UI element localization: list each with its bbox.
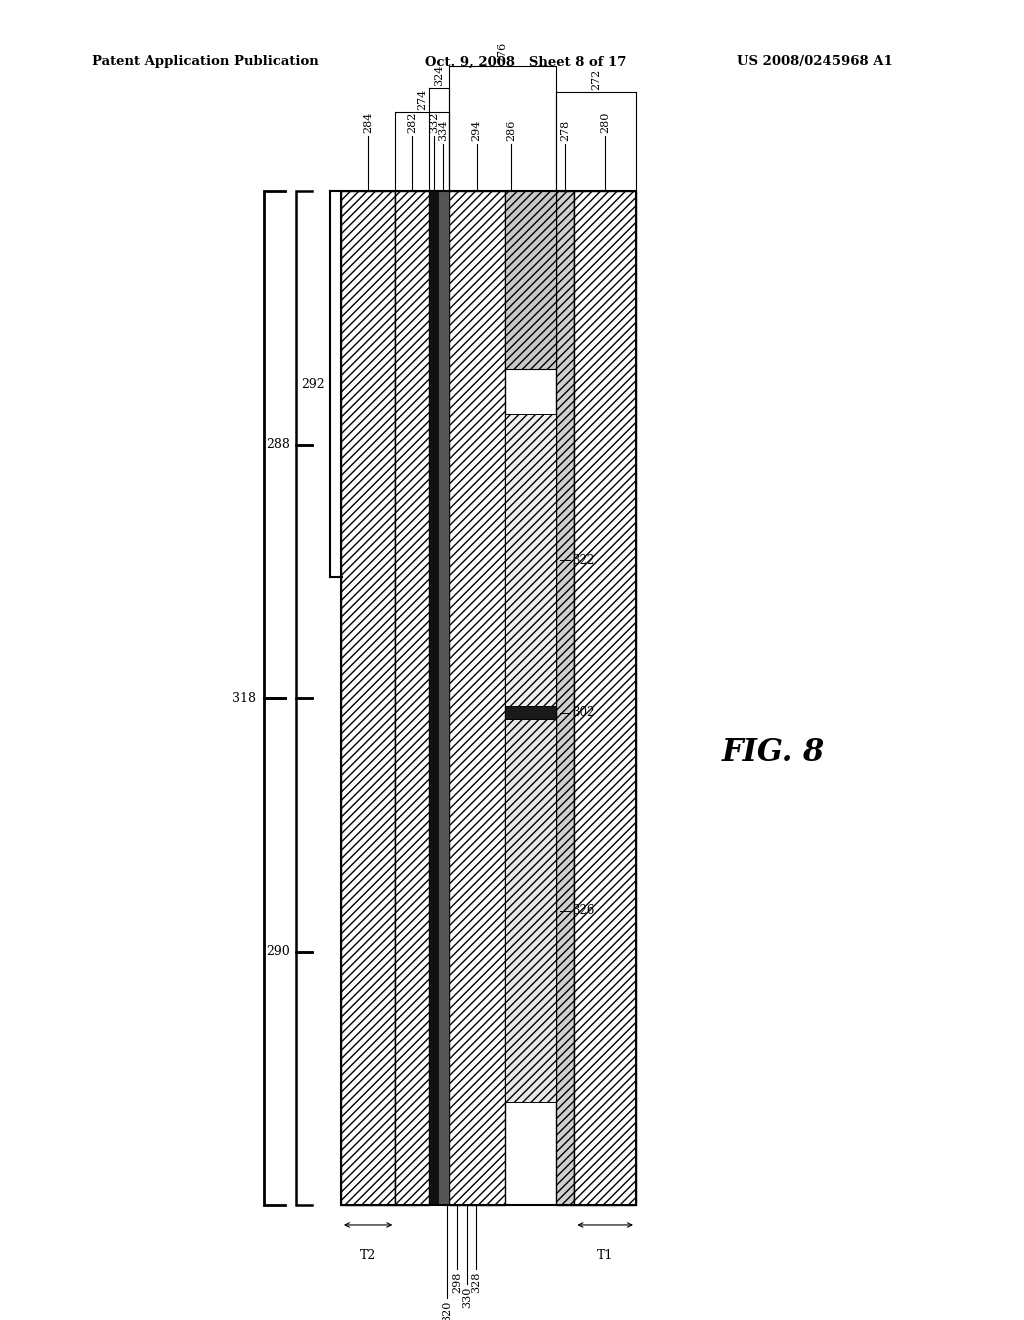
- Bar: [505, 706, 556, 719]
- Bar: [429, 191, 438, 1205]
- Text: 276: 276: [498, 42, 507, 63]
- Text: 318: 318: [232, 692, 256, 705]
- Text: 334: 334: [438, 120, 449, 141]
- Text: 328: 328: [471, 1271, 481, 1292]
- Text: FIG. 8: FIG. 8: [722, 737, 824, 768]
- Text: 324: 324: [434, 65, 443, 86]
- Bar: [341, 191, 395, 1205]
- Text: 292: 292: [301, 378, 325, 391]
- Text: Patent Application Publication: Patent Application Publication: [92, 55, 318, 69]
- Bar: [574, 191, 636, 1205]
- Text: 298: 298: [453, 1271, 462, 1292]
- Text: 284: 284: [364, 112, 373, 133]
- Bar: [438, 191, 449, 1205]
- Text: 330: 330: [462, 1287, 472, 1308]
- Text: 294: 294: [472, 120, 481, 141]
- Text: 332: 332: [429, 112, 438, 133]
- Text: 278: 278: [560, 120, 570, 141]
- Bar: [556, 191, 574, 1205]
- Text: T2: T2: [360, 1249, 376, 1262]
- Text: US 2008/0245968 A1: US 2008/0245968 A1: [737, 55, 893, 69]
- Text: 282: 282: [408, 112, 417, 133]
- Bar: [505, 191, 556, 1205]
- Bar: [395, 191, 429, 1205]
- Text: 286: 286: [507, 120, 516, 141]
- Text: T1: T1: [597, 1249, 613, 1262]
- Text: 326: 326: [572, 904, 595, 917]
- Bar: [505, 414, 556, 706]
- Text: 290: 290: [266, 945, 290, 958]
- Bar: [505, 719, 556, 1102]
- Text: 322: 322: [572, 554, 595, 566]
- Bar: [341, 191, 636, 1205]
- Text: 272: 272: [591, 69, 601, 90]
- Bar: [449, 191, 505, 1205]
- Bar: [505, 191, 556, 368]
- Text: 302: 302: [572, 706, 595, 719]
- Text: 280: 280: [600, 112, 610, 133]
- Text: 288: 288: [266, 438, 290, 451]
- Text: 320: 320: [442, 1300, 453, 1320]
- Text: 274: 274: [417, 88, 427, 110]
- Text: Oct. 9, 2008   Sheet 8 of 17: Oct. 9, 2008 Sheet 8 of 17: [425, 55, 627, 69]
